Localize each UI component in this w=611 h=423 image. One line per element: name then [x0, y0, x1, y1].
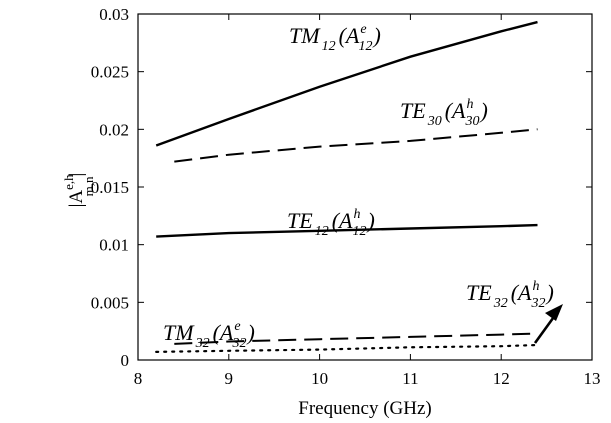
annotation-tm12: TM 12 (Ae 12) [289, 22, 381, 54]
plot-frame [137, 13, 593, 361]
annotation-open-paren: (A [339, 23, 360, 48]
y-axis-title-close: | [66, 173, 87, 177]
series-line-0 [155, 20, 538, 147]
annotation-amp-sub: 32 [232, 336, 247, 351]
axis-tick-labels: 8 9 10 11 12 13 0 0.005 0.01 0.015 0.02 0.025 0.03 [91, 5, 601, 388]
series-annotations: TM 12 (Ae 12)TE 30 (Ah 30)TE 12 (Ah 12)TM 32 (Ae 32)… [163, 22, 554, 351]
annotation-mode-index: 32 [195, 336, 210, 351]
y-tick-label: 0.005 [91, 293, 129, 312]
annotation-mode-index: 32 [493, 296, 508, 311]
annotation-mode: TM [163, 320, 195, 345]
svg-text:|Ae,hm,n|: |Ae,h m,n| [61, 173, 96, 208]
annotation-mode: TE [466, 280, 492, 305]
x-tick-label: 13 [584, 369, 601, 388]
x-tick-label: 9 [225, 369, 234, 388]
annotation-amp-sup: e [360, 22, 366, 37]
y-tick-label: 0.025 [91, 63, 129, 82]
annotation-open-paren: (A [445, 98, 466, 123]
y-tick-label: 0.015 [91, 178, 129, 197]
annotation-amp-sub: 32 [530, 296, 545, 311]
x-tick-label: 8 [134, 369, 143, 388]
annotation-mode-index: 12 [315, 224, 329, 239]
series-line-1 [174, 128, 538, 163]
annotation-amp-sup: e [234, 319, 240, 334]
x-tick-label: 12 [493, 369, 510, 388]
x-tick-label: 11 [402, 369, 418, 388]
y-tick-label: 0.01 [99, 236, 129, 255]
annotation-mode: TE [400, 98, 426, 123]
y-tick-label: 0.03 [99, 5, 129, 24]
annotation-mode: TE [287, 208, 313, 233]
annotation-open-paren: (A [213, 320, 234, 345]
x-axis-title: Frequency (GHz) [298, 398, 431, 419]
annotation-te30: TE 30 (Ah 30) [400, 97, 488, 129]
y-axis-title-sub: m,n [81, 176, 96, 196]
annotation-close-paren: ) [365, 208, 374, 233]
annotation-amp-sub: 12 [359, 39, 373, 54]
annotation-amp-sub: 30 [464, 114, 479, 129]
tm32-arrow [533, 304, 563, 344]
annotation-open-paren: (A [332, 208, 353, 233]
y-axis-title-base: |A [66, 190, 87, 208]
annotation-amp-sup: h [466, 97, 473, 112]
annotation-close-paren: ) [544, 280, 553, 305]
annotation-close-paren: ) [246, 320, 255, 345]
y-axis-title: |Ae,h m,n| [61, 173, 96, 208]
annotation-amp-sup: h [353, 207, 360, 222]
axis-ticks [137, 13, 593, 361]
annotation-mode-index: 30 [427, 114, 442, 129]
annotation-tm32: TM 32 (Ae 32) [163, 319, 255, 351]
annotation-te12: TE 12 (Ah 12) [287, 207, 375, 239]
y-axis-title-sup: e,h [61, 174, 76, 190]
annotation-close-paren: ) [478, 98, 487, 123]
series-line-3 [174, 332, 538, 345]
annotation-close-paren: ) [372, 23, 381, 48]
annotation-mode-index: 12 [322, 39, 336, 54]
data-series [155, 20, 539, 353]
annotation-mode: TM [289, 23, 321, 48]
series-line-2 [156, 223, 538, 238]
annotation-amp-sub: 12 [352, 224, 366, 239]
arrow-shaft [533, 313, 558, 344]
series-line-4 [155, 343, 539, 353]
annotation-te32: TE 32 (Ah 32) [466, 279, 554, 311]
arrow-head-icon [545, 304, 563, 321]
y-tick-label: 0.02 [99, 120, 129, 139]
x-tick-label: 10 [311, 369, 328, 388]
annotation-amp-sup: h [532, 279, 539, 294]
plot-area [137, 13, 593, 361]
annotation-open-paren: (A [511, 280, 532, 305]
y-tick-label: 0 [121, 351, 130, 370]
